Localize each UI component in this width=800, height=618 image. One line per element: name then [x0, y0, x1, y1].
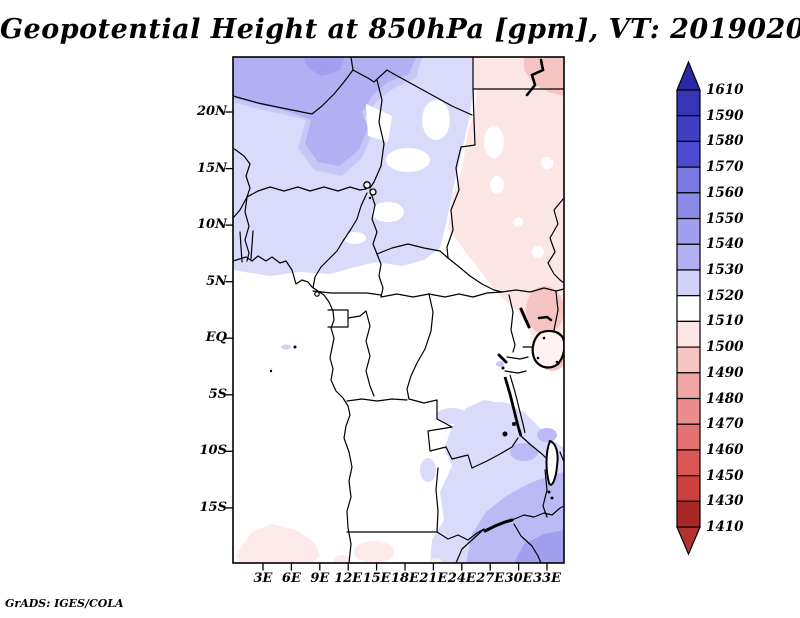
lon-tick-label: 18E: [391, 571, 419, 586]
colorbar-cell: [676, 192, 701, 220]
colorbar-cell: [676, 372, 701, 400]
lon-tick-label: 6E: [281, 571, 301, 586]
lon-tick-label: 15E: [362, 571, 391, 586]
colorbar-label: 1470: [706, 416, 744, 433]
lake-kyoga: [537, 315, 553, 322]
colorbar-cell: [676, 89, 701, 117]
colorbar-cell: [676, 423, 701, 451]
lat-tick-label: 10N: [197, 217, 227, 233]
lake-chad: [363, 181, 371, 189]
colorbar-label: 1560: [706, 184, 744, 201]
lat-tick-label: 15S: [199, 499, 227, 515]
colorbar-cell: [676, 475, 701, 502]
lat-tick-label: 15N: [197, 160, 227, 176]
grads-attribution: GrADS: IGES/COLA: [5, 597, 124, 610]
colorbar-arrow-up: [676, 60, 701, 91]
lon-tick-label: 30E: [504, 571, 533, 586]
plot-title: Geopotential Height at 850hPa [gpm], VT:…: [0, 14, 800, 45]
colorbar-label: 1500: [706, 339, 744, 356]
lake-albert: [519, 307, 531, 329]
colorbar-cell: [676, 217, 701, 245]
colorbar-label: 1590: [706, 107, 744, 124]
colorbar-label: 1460: [706, 441, 744, 458]
lon-tick-label: 24E: [447, 571, 476, 586]
colorbar-label: 1480: [706, 390, 744, 407]
colorbar-cell: [676, 115, 701, 143]
colorbar-cell: [676, 397, 701, 425]
colorbar-cell: [676, 140, 701, 168]
lat-tick-label: 20N: [197, 104, 227, 119]
colorbar-label: 1450: [706, 467, 744, 484]
annobon-island: [269, 369, 273, 373]
lake-edward: [497, 353, 508, 364]
colorbar-label: 1610: [706, 82, 744, 98]
sao-tome-island: [293, 345, 297, 349]
colorbar-label: 1510: [706, 313, 744, 330]
colorbar-label: 1490: [706, 364, 744, 381]
lon-tick-label: 21E: [419, 571, 448, 586]
lat-tick-label: 5N: [206, 273, 227, 289]
colorbar-label: 1570: [706, 159, 744, 176]
colorbar-cell: [676, 166, 701, 194]
axis-ticks: [225, 111, 548, 571]
colorbar-cell: [676, 500, 701, 528]
lake-victoria: [531, 329, 564, 369]
colorbar-cell: [676, 243, 701, 271]
colorbar-cell: [676, 269, 701, 297]
colorbar-label: 1550: [706, 210, 744, 227]
nile-river: [525, 58, 545, 97]
bioko-island: [314, 291, 320, 297]
lakes-layer: [269, 58, 564, 533]
lat-tick-label: 5S: [208, 386, 227, 402]
colorbar-label: 1580: [706, 133, 744, 150]
lake-tanganyika: [503, 376, 523, 437]
lon-tick-label: 3E: [253, 571, 273, 586]
colorbar-cell: [676, 449, 701, 477]
colorbar-label: 1520: [706, 287, 744, 304]
lon-tick-label: 9E: [310, 571, 330, 586]
colorbar-label: 1540: [706, 236, 744, 253]
colorbar-arrow-down: [676, 526, 701, 556]
colorbar-cell: [676, 320, 701, 348]
colorbar: [676, 60, 701, 556]
lon-tick-label: 27E: [476, 571, 505, 586]
lake-malawi: [545, 439, 559, 486]
lon-tick-label: 33E: [533, 571, 561, 586]
lat-tick-label: 10S: [199, 443, 227, 459]
lake-mweru: [502, 431, 508, 437]
lake-kariba: [483, 518, 514, 533]
colorbar-cell: [676, 295, 701, 322]
lon-tick-label: 12E: [334, 571, 363, 586]
colorbar-label: 1430: [706, 493, 744, 510]
lat-tick-label: EQ: [205, 330, 227, 346]
colorbar-label: 1410: [706, 519, 744, 536]
colorbar-label: 1530: [706, 261, 744, 278]
plot-frame: [232, 56, 565, 564]
colorbar-cell: [676, 346, 701, 374]
lake-kivu: [501, 366, 505, 370]
